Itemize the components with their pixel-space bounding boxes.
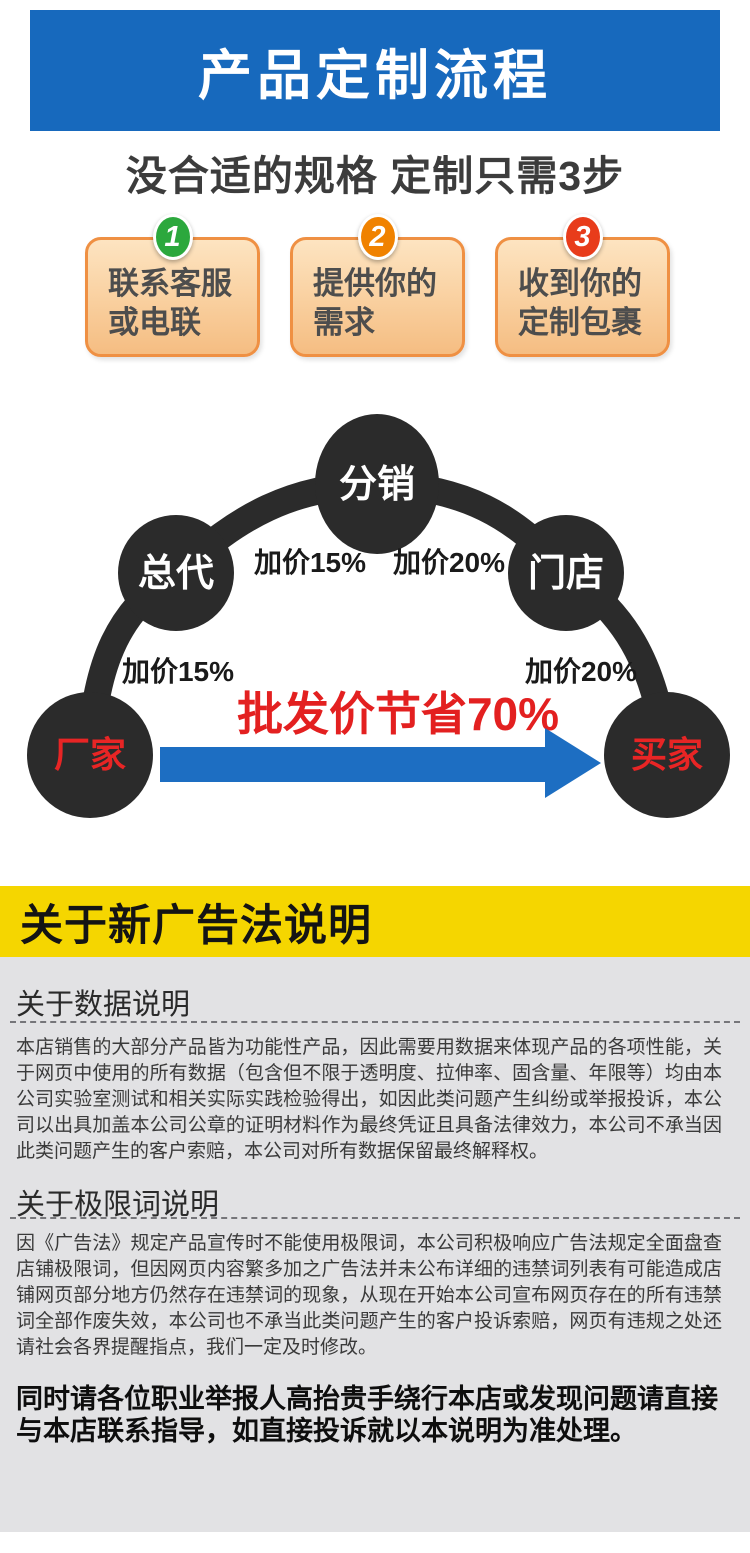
- data-statement-body: 本店销售的大部分产品皆为功能性产品，因此需要用数据来体现产品的各项性能，关于网页…: [16, 1037, 722, 1162]
- step-3-label-line1: 收到你的: [518, 266, 642, 301]
- step-card-3: 3 收到你的 定制包裹: [495, 214, 670, 357]
- distribution-chain-diagram: 分销 总代 门店 厂家 买家 加价15% 加价20% 加价15% 加价20% 批…: [27, 414, 730, 818]
- step-2-number-badge: 2: [357, 214, 398, 260]
- extreme-words-heading: 关于极限词说明: [16, 1189, 220, 1221]
- node-general-agent-circle: [118, 515, 234, 631]
- node-store-label: 门店: [528, 553, 604, 595]
- node-general-agent-label: 总代: [138, 553, 214, 595]
- step-1-label-line1: 联系客服: [108, 266, 232, 301]
- step-3-number-badge: 3: [562, 214, 603, 260]
- node-store-circle: [508, 515, 624, 631]
- markup-label-distributor-right: 加价20%: [393, 547, 505, 578]
- reporter-notice-text: 同时请各位职业举报人高抬贵手绕行本店或发现问题请直接与本店联系指导，如直接投诉就…: [16, 1384, 718, 1446]
- step-2-label: 提供你的 需求: [293, 240, 462, 342]
- step-3-label: 收到你的 定制包裹: [498, 240, 667, 342]
- extreme-words-body: 因《广告法》规定产品宣传时不能使用极限词，本公司积极响应广告法规定全面盘查店铺极…: [16, 1233, 722, 1358]
- data-statement-heading: 关于数据说明: [16, 989, 191, 1021]
- step-card-1: 1 联系客服 或电联: [85, 214, 260, 357]
- markup-label-buyer-side: 加价20%: [525, 656, 637, 687]
- node-buyer-circle: [604, 692, 730, 818]
- page-title: 产品定制流程: [198, 46, 552, 106]
- node-distributor-label: 分销: [339, 464, 415, 506]
- dashed-divider: [10, 1217, 740, 1219]
- node-factory-label: 厂家: [54, 734, 126, 775]
- wholesale-savings-label: 批发价节省70%: [237, 688, 559, 740]
- step-2-label-line1: 提供你的: [313, 266, 437, 301]
- step-1-label-line2: 或电联: [108, 305, 201, 340]
- markup-label-distributor-left: 加价15%: [254, 547, 366, 578]
- step-1-label: 联系客服 或电联: [88, 240, 257, 342]
- subtitle: 没合适的规格 定制只需3步: [125, 153, 625, 199]
- dashed-divider: [10, 1021, 740, 1023]
- node-distributor-circle: [315, 414, 439, 554]
- node-buyer-label: 买家: [631, 734, 703, 775]
- ad-law-banner: 关于新广告法说明: [0, 886, 750, 957]
- ad-law-banner-title: 关于新广告法说明: [20, 901, 372, 950]
- disclaimer-section: 关于数据说明 本店销售的大部分产品皆为功能性产品，因此需要用数据来体现产品的各项…: [0, 957, 750, 1532]
- node-factory-circle: [27, 692, 153, 818]
- step-1-number-badge: 1: [152, 214, 193, 260]
- step-3-label-line2: 定制包裹: [518, 305, 642, 340]
- customization-process-banner: 产品定制流程: [30, 10, 720, 131]
- step-2-label-line2: 需求: [313, 305, 375, 340]
- step-card-2: 2 提供你的 需求: [290, 214, 465, 357]
- factory-to-buyer-arrow: [160, 728, 601, 798]
- markup-label-factory-side: 加价15%: [122, 656, 234, 687]
